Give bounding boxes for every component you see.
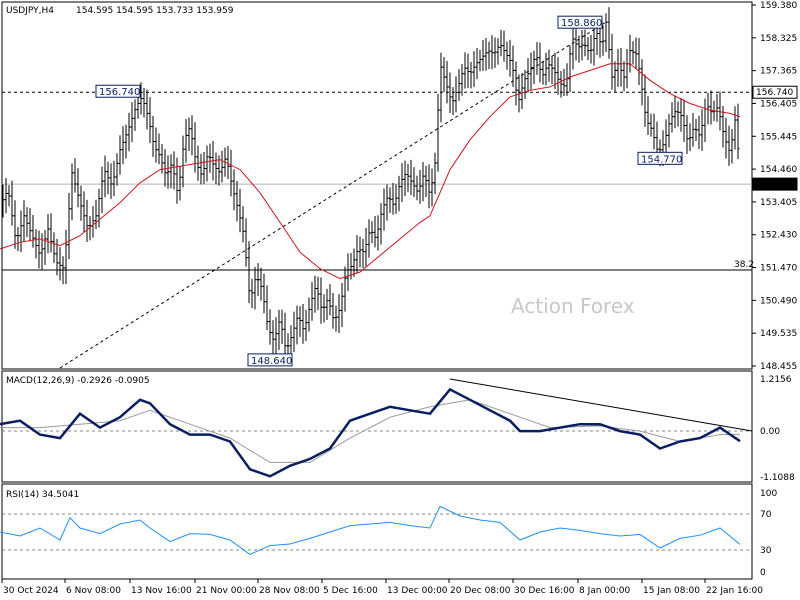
price-tick-label: 151.470 xyxy=(760,264,797,274)
x-tick-label: 5 Dec 16:00 xyxy=(323,586,378,596)
rsi-tick-label: 70 xyxy=(760,510,772,520)
price-tick-label: 152.430 xyxy=(760,231,797,241)
x-tick-label: 8 Jan 00:00 xyxy=(579,586,631,596)
price-tick-label: 148.455 xyxy=(760,362,797,372)
price-levels: 156.740 38.2 153.959 xyxy=(2,85,798,271)
x-tick-label: 13 Nov 16:00 xyxy=(131,586,192,596)
price-annotations: 156.740 158.860 148.640 154.770 xyxy=(95,15,683,367)
macd-line xyxy=(0,387,741,478)
price-tick-label: 156.405 xyxy=(760,99,797,109)
price-level-tag-label: 153.959 xyxy=(756,180,793,190)
price-tick-label: 158.325 xyxy=(760,34,797,44)
rsi-tick-label: 100 xyxy=(760,489,777,499)
price-tick-label: 150.490 xyxy=(760,296,797,306)
price-annotation-box xyxy=(95,84,141,98)
price-annotation-box xyxy=(247,353,293,367)
price-annotation-label: 154.770 xyxy=(641,154,682,165)
macd-panel-frame xyxy=(1,370,753,483)
price-axis: 159.380 158.325 157.365 156.405 155.445 154.4… xyxy=(752,1,797,372)
rsi-line xyxy=(0,505,741,555)
price-bars xyxy=(1,7,740,358)
x-tick-label: 28 Nov 08:00 xyxy=(259,586,320,596)
rsi-tick-label: 0 xyxy=(760,568,766,578)
price-annotation-box xyxy=(557,15,603,29)
price-tick-label: 155.445 xyxy=(760,132,797,142)
chart-header-symbol: USDJPY,H4 xyxy=(6,6,54,16)
price-annotation-label: 158.860 xyxy=(561,18,602,29)
price-tick-label: 154.460 xyxy=(760,165,797,175)
price-level-tag xyxy=(752,85,798,99)
x-tick-label: 13 Dec 00:00 xyxy=(387,586,448,596)
fib-level-label: 38.2 xyxy=(734,260,754,270)
macd-tick-label: 1.2156 xyxy=(760,375,792,385)
price-annotation-label: 156.740 xyxy=(99,87,140,98)
x-tick-label: 30 Dec 16:00 xyxy=(514,586,575,596)
x-tick-label: 21 Nov 00:00 xyxy=(196,586,257,596)
price-tick-label: 157.365 xyxy=(760,67,797,77)
price-panel-frame xyxy=(1,1,753,370)
price-annotation-label: 148.640 xyxy=(251,356,292,367)
chart-header-ohlc: 154.595 154.595 153.733 153.959 xyxy=(76,6,234,16)
x-axis: 30 Oct 2024 6 Nov 08:00 13 Nov 16:00 21 Nov… xyxy=(1,579,763,596)
x-tick-label: 6 Nov 08:00 xyxy=(66,586,121,596)
price-annotation-box xyxy=(637,151,683,165)
x-tick-label: 15 Jan 08:00 xyxy=(643,586,700,596)
macd-title: MACD(12,26,9) -0.2926 -0.0905 xyxy=(6,376,150,386)
x-tick-label: 22 Jan 16:00 xyxy=(706,586,763,596)
x-tick-label: 30 Oct 2024 xyxy=(3,586,59,596)
rsi-tick-label: 30 xyxy=(760,546,772,556)
price-level-tag xyxy=(752,177,798,191)
rsi-title: RSI(14) 34.5041 xyxy=(6,490,79,500)
macd-tick-label: -1.1088 xyxy=(760,473,795,483)
x-tick-label: 20 Dec 08:00 xyxy=(450,586,511,596)
rsi-axis: 100 70 30 0 xyxy=(760,489,777,578)
macd-trend-line xyxy=(449,378,753,432)
macd-tick-label: 0.00 xyxy=(760,427,780,437)
macd-axis: 1.2156 0.00 -1.1088 xyxy=(760,375,795,483)
rsi-panel-frame xyxy=(1,483,753,580)
price-tick-label: 159.380 xyxy=(760,1,797,11)
macd-signal-line xyxy=(0,399,741,463)
price-tick-label: 153.405 xyxy=(760,198,797,208)
moving-average-line xyxy=(0,63,741,280)
price-tick-label: 149.535 xyxy=(760,329,797,339)
watermark: Action Forex xyxy=(511,294,635,318)
price-level-tag-label: 156.740 xyxy=(756,88,793,98)
